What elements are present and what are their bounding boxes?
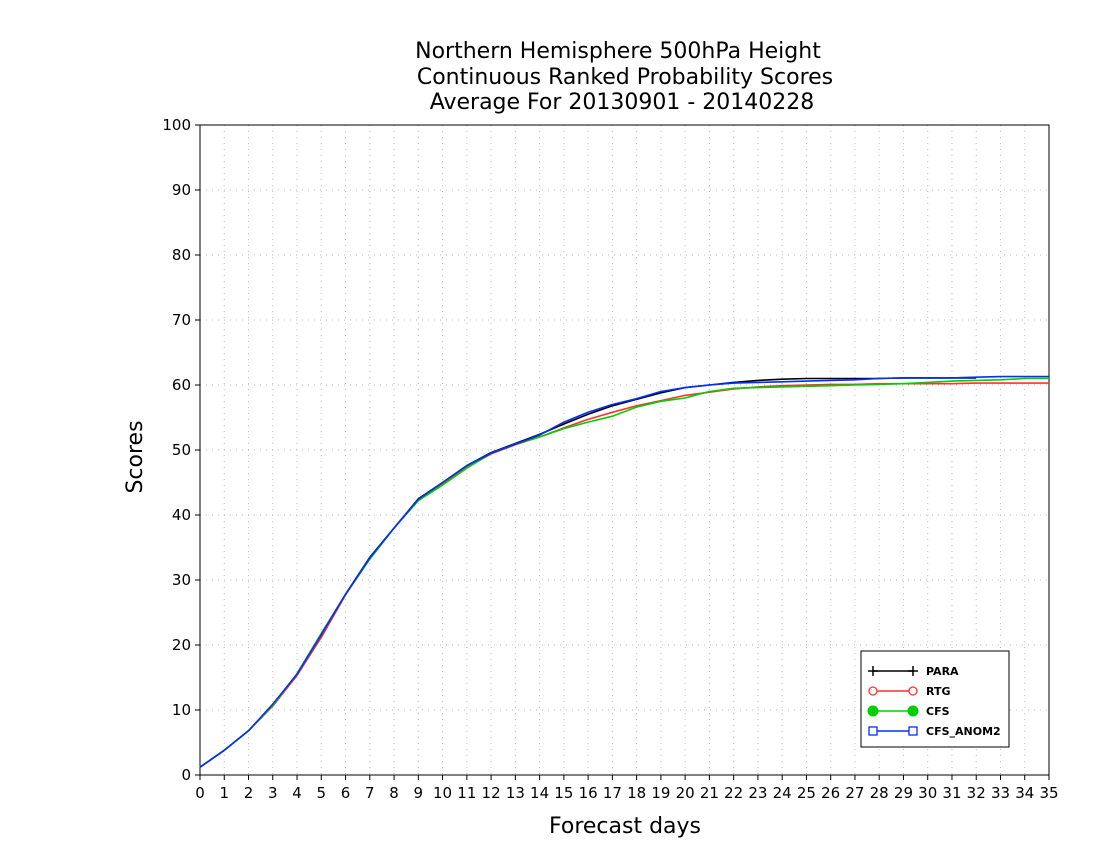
chart-title-line-2: Continuous Ranked Probability Scores: [417, 65, 833, 90]
chart-title-line-3: Average For 20130901 - 20140228: [430, 90, 815, 115]
y-tick-label-80: 80: [172, 246, 191, 264]
x-tick-label-14: 14: [530, 784, 549, 802]
y-tick-label-0: 0: [181, 766, 191, 784]
x-tick-label-3: 3: [268, 784, 278, 802]
x-tick-label-25: 25: [797, 784, 816, 802]
x-tick-label-19: 19: [651, 784, 670, 802]
y-tick-label-90: 90: [172, 181, 191, 199]
x-tick-label-26: 26: [821, 784, 840, 802]
ticks-layer: 0 1 2 3 4 5 6 7 8 9 10 11 12 13 14 15 16 17 18 19 20 21 22 23 24…: [162, 116, 1058, 802]
x-tick-label-32: 32: [967, 784, 986, 802]
x-tick-label-4: 4: [292, 784, 302, 802]
x-tick-label-17: 17: [603, 784, 622, 802]
x-tick-label-15: 15: [554, 784, 573, 802]
y-tick-label-40: 40: [172, 506, 191, 524]
series-layer: [199, 375, 1049, 768]
y-tick-label-10: 10: [172, 701, 191, 719]
x-tick-label-10: 10: [433, 784, 452, 802]
legend-marker-rtg-0: [868, 686, 878, 696]
series-line-cfs-anom2: [199, 375, 1049, 768]
x-tick-label-23: 23: [748, 784, 767, 802]
x-tick-label-1: 1: [219, 784, 229, 802]
x-tick-label-12: 12: [482, 784, 501, 802]
legend-marker-cfs-anom2-1: [908, 726, 918, 736]
legend-label-rtg: RTG: [926, 685, 951, 698]
x-tick-label-34: 34: [1015, 784, 1034, 802]
series-line-para: [199, 377, 977, 768]
y-tick-label-20: 20: [172, 636, 191, 654]
x-tick-label-11: 11: [457, 784, 476, 802]
y-tick-label-50: 50: [172, 441, 191, 459]
x-tick-label-13: 13: [506, 784, 525, 802]
legend-marker-cfs-0: [867, 705, 879, 717]
legend: PARA RTG CFS CFS_ANOM2: [860, 650, 1010, 748]
legend-label-para: PARA: [926, 665, 959, 678]
x-tick-label-5: 5: [317, 784, 327, 802]
legend-marker-rtg-1: [908, 686, 918, 696]
x-tick-label-9: 9: [414, 784, 424, 802]
x-tick-label-0: 0: [195, 784, 205, 802]
y-tick-label-30: 30: [172, 571, 191, 589]
x-tick-label-18: 18: [627, 784, 646, 802]
x-tick-label-35: 35: [1039, 784, 1058, 802]
y-tick-label-70: 70: [172, 311, 191, 329]
legend-marker-cfs-anom2-0: [868, 726, 878, 736]
x-tick-label-27: 27: [845, 784, 864, 802]
x-axis-label: Forecast days: [549, 814, 701, 839]
legend-marker-para-0: [868, 666, 878, 676]
x-tick-label-29: 29: [894, 784, 913, 802]
chart-title-line-1: Northern Hemisphere 500hPa Height: [415, 39, 821, 64]
grid: [200, 125, 1049, 775]
legend-marker-para-1: [908, 666, 918, 676]
x-tick-label-2: 2: [244, 784, 254, 802]
x-tick-label-21: 21: [700, 784, 719, 802]
legend-label-cfs: CFS: [926, 705, 950, 718]
y-tick-label-100: 100: [162, 116, 191, 134]
y-axis-label: Scores: [123, 420, 148, 493]
x-tick-label-24: 24: [773, 784, 792, 802]
y-tick-label-60: 60: [172, 376, 191, 394]
x-tick-label-6: 6: [341, 784, 351, 802]
x-tick-label-20: 20: [676, 784, 695, 802]
legend-label-cfs-anom2: CFS_ANOM2: [926, 725, 1001, 738]
legend-marker-cfs-1: [907, 705, 919, 717]
x-tick-label-16: 16: [579, 784, 598, 802]
x-tick-label-22: 22: [724, 784, 743, 802]
x-tick-label-8: 8: [389, 784, 399, 802]
x-tick-label-33: 33: [991, 784, 1010, 802]
x-tick-label-7: 7: [365, 784, 375, 802]
x-tick-label-28: 28: [870, 784, 889, 802]
x-tick-label-31: 31: [942, 784, 961, 802]
x-tick-label-30: 30: [918, 784, 937, 802]
